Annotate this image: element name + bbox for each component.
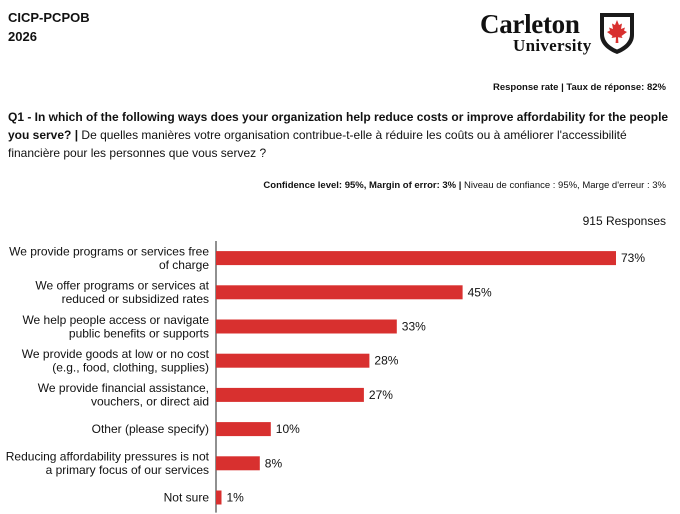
category-label-3: We provide goods at low or no cost (e.g.,… (22, 347, 210, 375)
category-label-1: We offer programs or services at reduced … (35, 279, 209, 307)
survey-year: 2026 (8, 29, 37, 44)
bar-5 (216, 422, 271, 437)
logo-subtitle: University (513, 36, 592, 55)
value-label-7: 1% (227, 491, 245, 505)
question-french: De quelles manières votre organisation c… (8, 128, 627, 160)
carleton-logo: Carleton University (480, 10, 640, 56)
bar-6 (216, 456, 260, 471)
value-label-0: 73% (621, 251, 645, 265)
logo-name: Carleton (480, 9, 580, 39)
response-rate: Response rate | Taux de réponse: 82% (492, 82, 666, 93)
question-english: Q1 - In which of the following ways does… (8, 110, 669, 142)
category-label-0: We provide programs or services free of c… (9, 244, 209, 272)
category-label-4: We provide financial assistance, vouchers… (38, 381, 209, 409)
question-text: Q1 - In which of the following ways does… (8, 108, 670, 162)
category-label-7: Not sure (164, 491, 210, 505)
survey-code: CICP-PCPOB (8, 10, 90, 25)
response-count: 915 Responses (582, 214, 666, 228)
value-label-5: 10% (276, 422, 300, 436)
category-label-5: Other (please specify) (92, 422, 209, 436)
value-label-3: 28% (374, 354, 398, 368)
category-label-6: Reducing affordability pressures is not a… (6, 450, 210, 478)
value-label-4: 27% (369, 388, 393, 402)
bar-7 (216, 490, 222, 505)
bar-3 (216, 353, 370, 368)
bar-2 (216, 319, 397, 334)
confidence-french: Niveau de confiance : 95%, Marge d'erreu… (461, 180, 666, 191)
confidence-note: Confidence level: 95%, Margin of error: … (263, 180, 666, 191)
bar-0 (216, 251, 616, 266)
value-label-1: 45% (468, 285, 492, 299)
confidence-english: Confidence level: 95%, Margin of error: … (263, 180, 462, 191)
value-label-2: 33% (402, 320, 426, 334)
value-label-6: 8% (265, 456, 283, 470)
bar-4 (216, 387, 364, 402)
bar-1 (216, 285, 463, 300)
category-label-2: We help people access or navigate public … (22, 313, 209, 341)
maple-leaf-shield-icon (600, 13, 634, 54)
survey-header: CICP-PCPOB 2026 (8, 8, 90, 46)
